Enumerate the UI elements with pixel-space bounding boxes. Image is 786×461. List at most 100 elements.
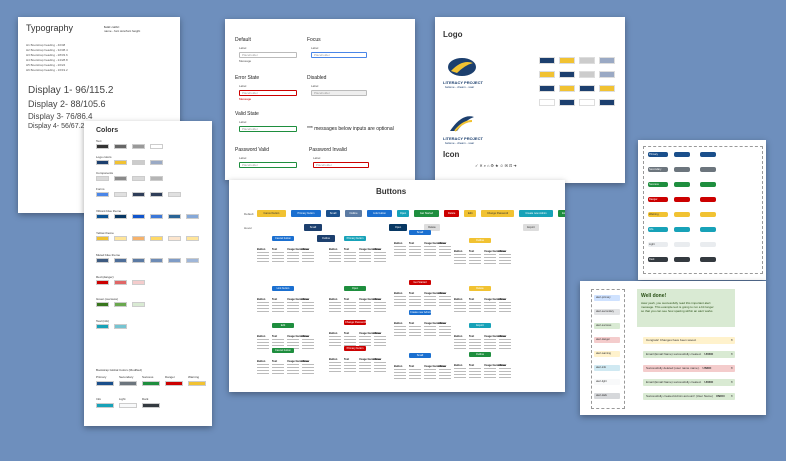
spec-button[interactable]: Export: [469, 323, 491, 328]
demo-button[interactable]: Small: [326, 210, 340, 217]
hover-button[interactable]: Open: [389, 224, 407, 231]
logo-card: Logo LITERACY PROJECT believe - dream - …: [435, 17, 625, 183]
spec-button[interactable]: Primary button: [344, 236, 366, 241]
spec-lines: [424, 326, 436, 336]
display-2: Display 2- 88/105.6: [28, 99, 106, 109]
spec-heading: Text: [469, 298, 475, 301]
pw-invalid-label: Label: [313, 156, 321, 160]
demo-button[interactable]: Cancel button: [257, 210, 286, 217]
close-icon[interactable]: ✕: [730, 380, 733, 384]
spec-lines: [287, 339, 299, 349]
demo-button[interactable]: Create new Admin: [518, 210, 554, 217]
demo-button[interactable]: Delete: [443, 210, 460, 217]
undo-link[interactable]: UNDO: [702, 366, 712, 370]
close-icon[interactable]: ✕: [730, 366, 733, 370]
color-swatch: [168, 258, 181, 263]
pw-invalid-input[interactable]: Placeholder: [313, 162, 369, 168]
spec-button[interactable]: Outline: [469, 238, 491, 243]
badge: Dark: [648, 257, 668, 262]
bootstrap-color-label: Dark: [142, 397, 149, 401]
color-swatch: [96, 258, 109, 263]
spec-lines: [344, 362, 356, 372]
alert-message-text: Email (Email Name) successfully created.: [646, 352, 702, 356]
spec-button[interactable]: Outline: [469, 352, 491, 357]
spec-button[interactable]: Open: [344, 286, 366, 291]
spec-heading: Usage Guidelines: [484, 250, 506, 253]
demo-button[interactable]: Edit: [464, 210, 477, 217]
logo-color-swatch: [579, 71, 595, 78]
spec-button[interactable]: Link button: [272, 286, 294, 291]
spec-heading: Usage Guidelines: [359, 298, 381, 301]
spec-lines: [359, 302, 371, 312]
badge: [674, 212, 690, 217]
spec-button[interactable]: Get Started: [409, 280, 431, 285]
default-input[interactable]: Placeholder: [239, 52, 297, 58]
color-swatch: [114, 144, 127, 149]
spec-button[interactable]: Create new Admin: [409, 310, 431, 315]
home-icon: ⌂: [486, 163, 491, 168]
spec-heading: Text: [344, 298, 350, 301]
spec-lines: [287, 302, 299, 312]
demo-button[interactable]: Open: [397, 210, 409, 217]
focus-input[interactable]: Placeholder: [311, 52, 367, 58]
pw-valid-input[interactable]: Placeholder: [239, 162, 297, 168]
spec-heading: Button: [394, 365, 403, 368]
spec-button[interactable]: Edit: [272, 323, 294, 328]
color-swatch: [186, 214, 199, 219]
demo-button[interactable]: Primary button: [290, 210, 322, 217]
spec-button[interactable]: Primary button: [344, 346, 366, 351]
display-3: Display 3- 76/86.4: [28, 112, 93, 121]
color-group-label: Text: [96, 139, 102, 143]
spec-heading: Usage Guidelines: [484, 364, 506, 367]
spec-heading: Hover: [302, 248, 310, 251]
spec-button[interactable]: Small: [409, 230, 431, 235]
buttons-card: Buttons Default Hover Cancel button Prima…: [229, 180, 565, 392]
color-swatch: [96, 214, 109, 219]
close-icon[interactable]: ✕: [730, 394, 733, 398]
default-label: Label: [239, 46, 247, 50]
color-swatch: [150, 144, 163, 149]
spec-heading: Hover: [439, 242, 447, 245]
undo-link[interactable]: UNDO: [704, 352, 714, 356]
spec-lines: [409, 326, 421, 336]
hover-button[interactable]: Outline: [317, 235, 335, 242]
demo-button[interactable]: Export: [558, 210, 565, 217]
spec-button[interactable]: Cancel button: [272, 236, 294, 241]
hover-button[interactable]: Export: [523, 224, 539, 231]
spec-lines: [499, 254, 511, 264]
demo-button[interactable]: Link button: [367, 210, 392, 217]
spec-button[interactable]: Cancel button: [272, 348, 294, 353]
close-icon[interactable]: ✕: [730, 338, 733, 342]
optional-note: *** messages below inputs are optional: [307, 126, 394, 132]
demo-button[interactable]: Change Password: [481, 210, 514, 217]
spec-lines: [394, 369, 406, 379]
spec-heading: Hover: [374, 248, 382, 251]
undo-link[interactable]: UNDO: [704, 380, 714, 384]
spec-heading: Usage Guidelines: [287, 335, 309, 338]
spec-lines: [484, 254, 496, 264]
alerts-card: alert-primary alert-secondary alert-succes…: [580, 281, 766, 415]
hover-button[interactable]: Small: [304, 224, 322, 231]
undo-link[interactable]: UNDO: [715, 394, 725, 398]
valid-input[interactable]: Placeholder: [239, 126, 297, 132]
error-input[interactable]: Placeholder: [239, 90, 297, 96]
bootstrap-color-swatch: [142, 381, 160, 386]
spec-button[interactable]: Change Password: [344, 320, 366, 325]
badge: [700, 197, 716, 202]
badge: Success: [648, 182, 668, 187]
spec-heading: Text: [344, 248, 350, 251]
color-swatch: [96, 324, 109, 329]
spec-lines: [329, 336, 341, 346]
spec-heading: Text: [272, 298, 278, 301]
bootstrap-colors-title: Bootstrap Global Colors (Modified): [96, 368, 143, 372]
close-icon[interactable]: ✕: [730, 352, 733, 356]
spec-button[interactable]: Small: [409, 353, 431, 358]
spec-lines: [499, 368, 511, 378]
demo-button[interactable]: Outline: [344, 210, 363, 217]
demo-button[interactable]: Get Started: [414, 210, 439, 217]
error-message: Message: [239, 97, 252, 101]
spec-lines: [394, 296, 406, 306]
spec-button[interactable]: Delete: [469, 286, 491, 291]
hover-button[interactable]: Delete: [424, 224, 440, 231]
badge: [674, 257, 690, 262]
